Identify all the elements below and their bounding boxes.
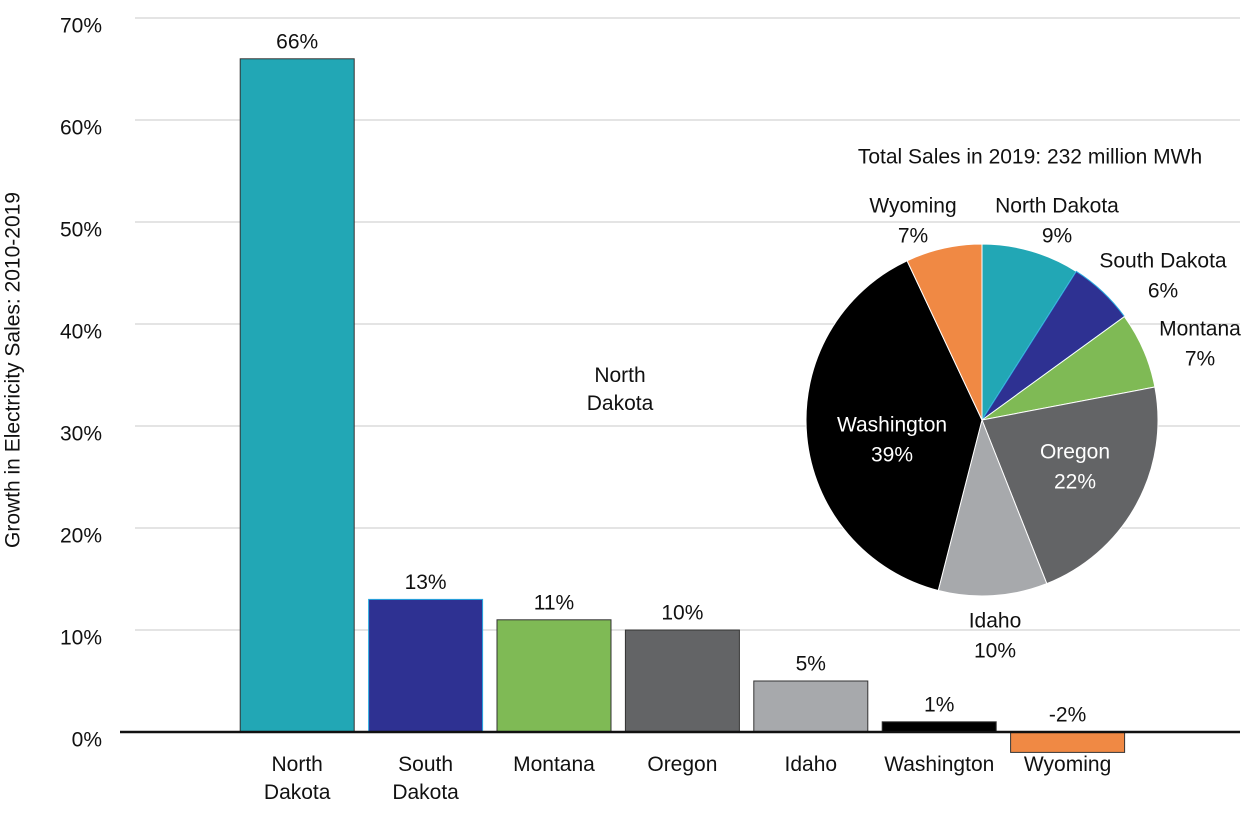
annotation: North Dakota bbox=[586, 364, 654, 415]
pie-value-label: 22% bbox=[1054, 471, 1096, 494]
pie-value-label: 7% bbox=[1185, 348, 1215, 371]
x-tick-label: Montana bbox=[513, 753, 595, 776]
pie-value-label: 10% bbox=[974, 640, 1016, 663]
y-tick-label: 0% bbox=[72, 729, 102, 752]
pie-value-label: 39% bbox=[871, 444, 913, 467]
pie-value-label: 7% bbox=[898, 225, 928, 248]
bar bbox=[496, 619, 612, 733]
data-label: 66% bbox=[276, 30, 318, 53]
bar bbox=[753, 680, 869, 733]
y-tick-label: 40% bbox=[60, 321, 102, 344]
y-tick-label: 50% bbox=[60, 219, 102, 242]
y-tick-label: 20% bbox=[60, 525, 102, 548]
bar bbox=[624, 629, 740, 733]
pie-value-label: 9% bbox=[1042, 225, 1072, 248]
pie-label: Oregon bbox=[1040, 441, 1110, 464]
bar bbox=[881, 721, 997, 733]
bar bbox=[239, 58, 355, 733]
y-tick-label: 30% bbox=[60, 423, 102, 446]
pie-slice bbox=[981, 386, 1159, 585]
data-label: 10% bbox=[661, 602, 703, 625]
pie-label: Wyoming bbox=[869, 195, 956, 218]
pie-slice bbox=[981, 243, 1078, 422]
x-tick-label: Wyoming bbox=[1023, 753, 1112, 776]
x-tick-label: North Dakota bbox=[263, 753, 331, 804]
y-tick-label: 60% bbox=[60, 117, 102, 140]
x-tick-label: South Dakota bbox=[392, 753, 459, 804]
bar bbox=[1010, 731, 1126, 753]
bar bbox=[368, 598, 484, 733]
y-axis-label: Growth in Electricity Sales: 2010-2019 bbox=[2, 192, 25, 548]
pie-label: Washington bbox=[837, 414, 947, 437]
y-tick-label: 70% bbox=[60, 15, 102, 38]
data-label: 13% bbox=[405, 571, 447, 594]
x-tick-label: Oregon bbox=[647, 753, 718, 776]
data-label: -2% bbox=[1049, 704, 1086, 727]
pie-label: North Dakota bbox=[995, 195, 1119, 218]
data-label: 1% bbox=[924, 693, 954, 716]
pie-label: Idaho bbox=[969, 610, 1022, 633]
x-tick-label: Idaho bbox=[784, 753, 838, 776]
pie-label: Montana bbox=[1159, 318, 1241, 341]
pie-slice bbox=[906, 243, 983, 421]
y-tick-label: 10% bbox=[60, 627, 102, 650]
pie-value-label: 6% bbox=[1148, 280, 1178, 303]
data-label: 11% bbox=[534, 591, 574, 614]
pie-slice bbox=[937, 418, 1048, 597]
data-label: 5% bbox=[796, 653, 826, 676]
x-tick-label: Washington bbox=[884, 753, 995, 776]
pie-slice bbox=[805, 260, 983, 592]
pie-title: Total Sales in 2019: 232 million MWh bbox=[858, 146, 1202, 169]
pie-label: South Dakota bbox=[1099, 250, 1227, 273]
